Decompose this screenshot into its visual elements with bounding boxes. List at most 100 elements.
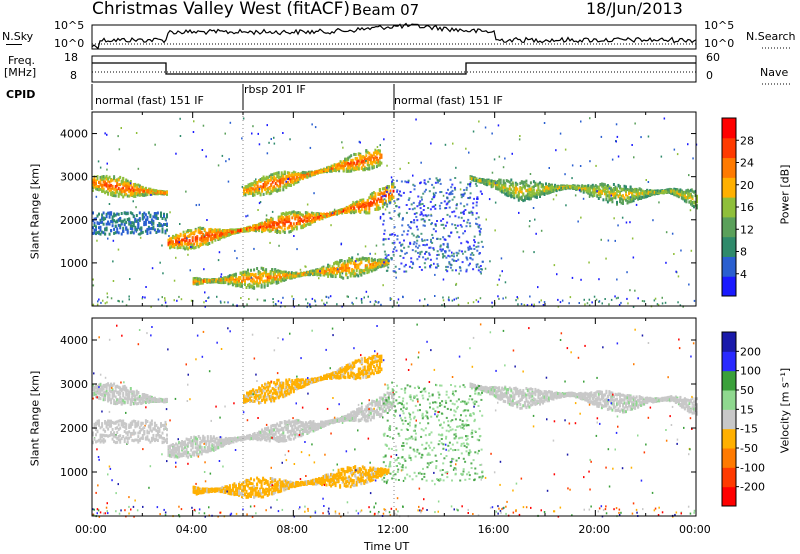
colorbar-swatch bbox=[722, 177, 736, 198]
colorbar-tick-label: 4 bbox=[740, 268, 747, 281]
freq-bottom-tick: 8 bbox=[70, 69, 77, 82]
colorbar-tick-label: -200 bbox=[740, 481, 765, 494]
date-title: 18/Jun/2013 bbox=[586, 0, 683, 18]
colorbar-tick-label: 8 bbox=[740, 246, 747, 259]
sparse-echoes bbox=[92, 117, 698, 308]
velocity-cbar-label: Velocity [m s⁻¹] bbox=[778, 367, 792, 454]
velocity-colorbar: 200 100 50 15 -15 -50 -100 -200 bbox=[721, 331, 765, 507]
colorbar-swatch bbox=[722, 351, 736, 372]
colorbar-swatch bbox=[722, 486, 736, 507]
feature-band-E bbox=[469, 382, 698, 416]
colorbar-swatch bbox=[722, 157, 736, 178]
colorbar-tick-label: 100 bbox=[740, 365, 761, 378]
feature-band-C bbox=[243, 354, 383, 405]
colorbar-tick-label: 12 bbox=[740, 223, 754, 236]
freq-label: Freq. bbox=[8, 54, 36, 67]
colorbar-frame bbox=[721, 331, 737, 507]
cpid-segment-1: normal (fast) 151 IF bbox=[95, 94, 204, 107]
feature-band-C bbox=[243, 148, 383, 197]
cpid-segment-2: rbsp 201 IF bbox=[244, 83, 306, 96]
nsky-label: N.Sky bbox=[2, 30, 34, 43]
colorbar-swatch bbox=[722, 118, 736, 139]
y-tick-label-0-0: 1000 bbox=[60, 257, 88, 270]
sparse-echoes bbox=[92, 323, 696, 518]
colorbar-swatch bbox=[722, 216, 736, 238]
midday-echo-cloud bbox=[381, 384, 484, 483]
power-panel bbox=[91, 111, 698, 308]
velocity-panel bbox=[91, 317, 698, 518]
colorbar-swatch bbox=[722, 236, 736, 257]
nsky-bottom-tick-right: 10^0 bbox=[704, 37, 735, 50]
feature-band-B bbox=[167, 391, 395, 459]
colorbar-swatch bbox=[722, 390, 736, 410]
colorbar-tick-label: -100 bbox=[740, 461, 765, 474]
beam-title: Beam 07 bbox=[352, 1, 420, 19]
colorbar-swatch bbox=[722, 428, 736, 449]
nsky-bottom-tick: 10^0 bbox=[54, 37, 85, 50]
velocity-ylabel: Slant Range [km] bbox=[28, 370, 42, 467]
colorbar-tick-label: -15 bbox=[740, 423, 758, 436]
cpid-label: CPID bbox=[6, 88, 36, 101]
feature-band-A bbox=[92, 174, 168, 199]
y-tick-label-0-3: 4000 bbox=[60, 128, 88, 141]
colorbar-swatch bbox=[722, 276, 736, 297]
midday-echo-cloud bbox=[381, 177, 484, 274]
x-tick-label: 00:00 bbox=[75, 523, 107, 536]
y-tick-label-1-3: 4000 bbox=[60, 334, 88, 347]
x-tick-label: 04:00 bbox=[175, 523, 208, 536]
colorbar-tick-label: -50 bbox=[740, 442, 758, 455]
x-axis-label: Time UT bbox=[364, 540, 410, 553]
colorbar-tick-label: 28 bbox=[740, 134, 754, 147]
colorbar-tick-label: 20 bbox=[740, 179, 754, 192]
x-tick-label: 20:00 bbox=[578, 523, 611, 536]
freq-unit-label: [MHz] bbox=[4, 66, 37, 79]
y-tick-label-0-1: 2000 bbox=[60, 214, 88, 227]
nave-top-tick: 60 bbox=[706, 51, 720, 64]
colorbar-tick-label: 15 bbox=[740, 403, 754, 416]
colorbar-tick-label: 24 bbox=[740, 157, 754, 170]
freq-trace bbox=[92, 62, 696, 75]
feature-band-D bbox=[192, 256, 390, 290]
colorbar-swatch bbox=[722, 332, 736, 352]
nsearch-label: N.Search bbox=[746, 30, 796, 43]
x-tick-label: 00:00 bbox=[679, 523, 711, 536]
station-title: Christmas Valley West (fitACF) bbox=[92, 0, 351, 19]
colorbar-swatch bbox=[722, 370, 736, 391]
colorbar-swatch bbox=[722, 197, 736, 218]
power-ylabel: Slant Range [km] bbox=[28, 163, 42, 260]
axis-marks: 1000 2000 3000 4000 1000 2000 3000 4000 bbox=[60, 112, 697, 516]
nsky-underline bbox=[6, 44, 22, 45]
y-tick-label-1-0: 1000 bbox=[60, 466, 88, 479]
colorbar-tick-label: 200 bbox=[740, 345, 761, 358]
feature-band-A bbox=[92, 382, 168, 406]
nsky-top-tick: 10^5 bbox=[54, 19, 85, 32]
x-tick-label: 16:00 bbox=[477, 523, 510, 536]
cpid-marks bbox=[91, 84, 395, 110]
freq-panel bbox=[91, 55, 697, 83]
early-band bbox=[92, 211, 168, 236]
feature-band-E bbox=[469, 175, 698, 210]
nave-bottom-tick: 0 bbox=[706, 69, 713, 82]
colorbar-swatch bbox=[722, 448, 736, 468]
x-tick-label: 08:00 bbox=[276, 523, 309, 536]
colorbar-tick-label: 50 bbox=[740, 384, 754, 397]
colorbar-swatch bbox=[722, 137, 736, 159]
cpid-segment-3: normal (fast) 151 IF bbox=[394, 94, 503, 107]
early-band bbox=[92, 419, 168, 445]
y-tick-label-1-1: 2000 bbox=[60, 422, 88, 435]
colorbar-swatch bbox=[722, 409, 736, 430]
power-cbar-label: Power [dB] bbox=[778, 164, 792, 225]
y-tick-label-1-2: 3000 bbox=[60, 378, 88, 391]
colorbar-tick-label: 16 bbox=[740, 201, 754, 214]
colorbar-swatch bbox=[722, 256, 736, 277]
nave-label: Nave bbox=[760, 66, 789, 79]
colorbar-swatch bbox=[722, 467, 736, 488]
freq-top-tick: 18 bbox=[64, 51, 78, 64]
power-colorbar: 28 24 20 16 12 8 4 bbox=[721, 117, 754, 297]
nsky-top-tick-right: 10^5 bbox=[704, 19, 735, 32]
y-tick-label-0-2: 3000 bbox=[60, 171, 88, 184]
nsky-trace bbox=[91, 22, 697, 50]
x-tick-label: 12:00 bbox=[377, 523, 409, 536]
